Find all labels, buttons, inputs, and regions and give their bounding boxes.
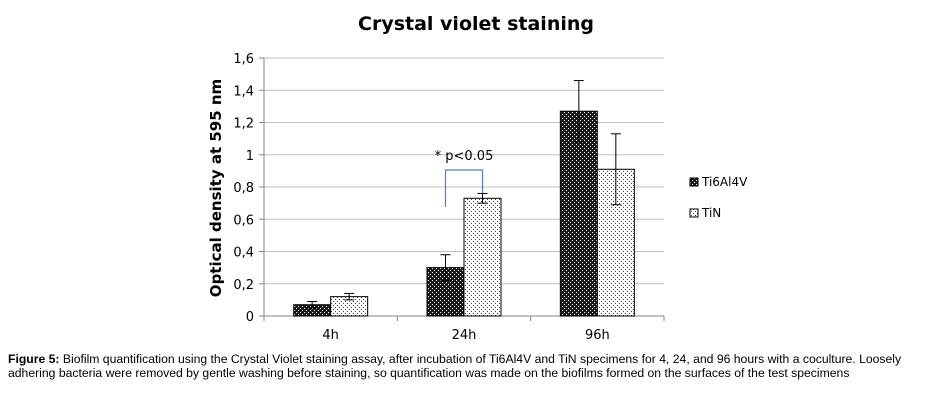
x-tick-label: 4h xyxy=(322,328,339,343)
y-tick-label: 0,8 xyxy=(233,181,254,196)
significance-label: * p<0.05 xyxy=(435,149,494,164)
y-tick-label: 0,4 xyxy=(233,246,254,261)
legend-swatch-TiN xyxy=(689,208,699,218)
y-tick-label: 0,6 xyxy=(233,213,254,228)
caption-text: Biofilm quantification using the Crystal… xyxy=(8,352,902,380)
y-tick-label: 0,2 xyxy=(233,278,254,293)
figure-caption: Figure 5: Biofilm quantification using t… xyxy=(8,352,944,380)
y-axis-label: Optical density at 595 nm xyxy=(207,79,225,297)
legend-label-Ti6Al4V: Ti6Al4V xyxy=(701,175,748,189)
legend: Ti6Al4V TiN xyxy=(689,175,748,220)
y-tick-label: 1,6 xyxy=(233,52,254,67)
y-tick-label: 1,4 xyxy=(233,84,254,99)
chart-title: Crystal violet staining xyxy=(358,13,594,35)
caption-label: Figure 5: xyxy=(8,352,60,366)
significance-annotation: * p<0.05 xyxy=(435,149,494,207)
significance-bracket xyxy=(444,169,484,207)
x-tick-label: 24h xyxy=(452,328,477,343)
legend-swatch-Ti6Al4V xyxy=(689,177,699,187)
bar-TiN-24h xyxy=(463,197,502,317)
chart-area: Crystal violet staining Optical density … xyxy=(207,13,748,343)
legend-label-TiN: TiN xyxy=(701,206,721,220)
x-tick-label: 96h xyxy=(585,328,610,343)
bars xyxy=(293,80,635,317)
bar-chart: Crystal violet staining Optical density … xyxy=(207,13,748,343)
y-tick-label: 0 xyxy=(246,310,254,325)
y-tick-label: 1,2 xyxy=(233,117,254,132)
y-tick-label: 1 xyxy=(246,149,254,164)
